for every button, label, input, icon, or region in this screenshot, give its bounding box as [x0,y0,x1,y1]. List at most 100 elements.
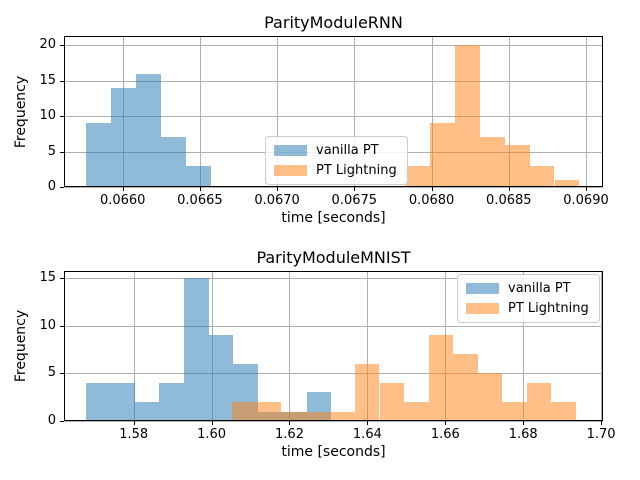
x-tick-label: 1.60 [197,427,227,442]
y-tick-label: 5 [47,143,56,159]
x-tick-label: 0.0690 [563,193,609,208]
y-tick-mark [60,373,64,374]
x-tick-mark [123,187,124,191]
vanilla-pt-histogram-bar [110,87,136,187]
x-tick-label: 0.0680 [408,193,455,208]
pt-lightning-histogram-bar [232,402,257,421]
y-tick-mark [60,187,64,188]
gridline-horizontal [64,278,603,279]
gridline-horizontal [64,373,603,374]
vanilla-pt-histogram-bar [160,137,186,187]
legend-swatch-icon [274,145,307,156]
y-tick-mark [60,421,64,422]
x-tick-label: 1.70 [586,427,616,442]
pt-lightning-histogram-bar [281,411,306,421]
gridline-horizontal [64,421,603,422]
legend-swatch-icon [466,303,499,314]
gridline-vertical [134,271,135,421]
x-tick-mark [445,421,446,425]
legend-item: vanilla PT [274,143,397,158]
x-tick-mark [200,187,201,191]
gridline-vertical [289,271,290,421]
pt-lightning-histogram-bar [551,402,576,421]
gridline-horizontal [64,187,603,188]
x-tick-mark [134,421,135,425]
gridline-horizontal [64,326,603,327]
x-tick-mark [586,187,587,191]
pt-lightning-histogram-bar [256,402,282,421]
pt-lightning-histogram-bar [405,165,431,187]
gridline-horizontal [64,116,603,117]
gridline-vertical [277,36,278,187]
pt-lightning-histogram-bar [453,354,478,421]
x-tick-label: 1.68 [508,427,538,442]
pt-lightning-histogram-bar [529,165,555,187]
vanilla-pt-histogram-bar [85,123,111,187]
x-axis-label-rnn: time [seconds] [281,210,386,226]
x-tick-mark [367,421,368,425]
pt-lightning-histogram-bar [354,363,380,421]
gridline-vertical [586,36,587,187]
y-tick-label: 15 [39,72,56,88]
x-tick-label: 0.0660 [99,193,146,208]
x-tick-label: 1.58 [119,427,149,442]
legend-item: PT Lightning [274,163,397,178]
chart-title-mnist: ParityModuleMNIST [256,248,411,267]
vanilla-pt-histogram-bar [159,382,184,421]
y-tick-label: 15 [39,270,56,286]
x-tick-mark [509,187,510,191]
x-tick-label: 1.62 [275,427,304,442]
legend-label: PT Lightning [316,163,397,178]
x-axis-label-mnist: time [seconds] [281,444,386,460]
y-tick-label: 10 [39,317,56,333]
legend-label: PT Lightning [508,301,589,316]
x-tick-label: 0.0665 [177,193,223,208]
vanilla-pt-histogram-bar [185,165,211,187]
gridline-horizontal [64,45,603,46]
y-axis-label-rnn: Frequency [13,75,29,148]
pt-lightning-histogram-bar [554,179,580,187]
gridline-vertical [523,271,524,421]
pt-lightning-histogram-bar [504,144,530,187]
x-tick-mark [289,421,290,425]
y-tick-label: 20 [39,37,56,53]
legend-swatch-icon [466,283,499,294]
legend-item: PT Lightning [466,301,589,316]
gridline-vertical [509,36,510,187]
pt-lightning-histogram-bar [502,402,527,421]
x-tick-mark [212,421,213,425]
x-tick-mark [523,421,524,425]
x-tick-label: 1.64 [352,427,382,442]
gridline-vertical [601,271,602,421]
y-tick-mark [60,278,64,279]
legend-label: vanilla PT [508,281,571,296]
pt-lightning-histogram-bar [430,123,456,187]
gridline-vertical [200,36,201,187]
y-tick-mark [60,116,64,117]
pt-lightning-histogram-bar [477,373,503,421]
gridline-horizontal [64,81,603,82]
legend: vanilla PT PT Lightning [457,274,600,323]
x-tick-label: 0.0675 [331,193,378,208]
x-tick-mark [601,421,602,425]
y-tick-label: 0 [47,413,56,428]
y-axis-label-mnist: Frequency [13,309,29,383]
y-tick-label: 10 [39,108,56,124]
y-tick-label: 5 [47,365,56,381]
vanilla-pt-histogram-bar [208,335,233,421]
pt-lightning-histogram-bar [305,411,331,421]
chart-title-rnn: ParityModuleRNN [264,13,403,32]
x-tick-label: 1.66 [430,427,460,442]
x-tick-mark [277,187,278,191]
vanilla-pt-histogram-bar [134,402,160,421]
x-tick-mark [432,187,433,191]
x-tick-mark [354,187,355,191]
y-tick-mark [60,45,64,46]
y-tick-mark [60,152,64,153]
pt-lightning-histogram-bar [330,411,355,421]
pt-lightning-histogram-bar [379,382,404,421]
pt-lightning-histogram-bar [455,45,480,187]
legend-label: vanilla PT [316,143,379,158]
pt-lightning-histogram-bar [526,382,552,421]
